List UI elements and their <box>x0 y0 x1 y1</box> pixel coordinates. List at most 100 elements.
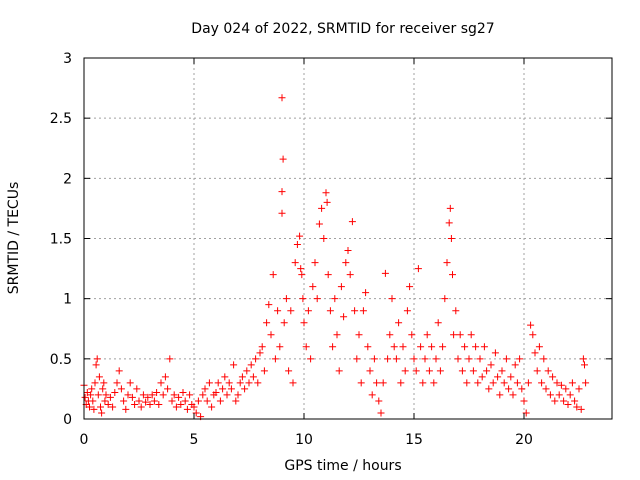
data-point <box>516 355 524 363</box>
data-point <box>544 367 552 375</box>
data-point <box>111 389 119 397</box>
y-tick-label: 1.5 <box>50 232 72 248</box>
data-point <box>199 391 207 399</box>
plot-border <box>83 57 613 420</box>
data-point <box>201 385 209 393</box>
data-point <box>425 367 433 375</box>
data-point <box>423 331 431 339</box>
data-point <box>128 393 136 401</box>
y-tick-label: 2 <box>63 171 72 187</box>
data-point <box>161 373 169 381</box>
data-point <box>364 343 372 351</box>
data-point <box>89 397 97 405</box>
data-point <box>430 379 438 387</box>
data-point <box>214 379 222 387</box>
data-point <box>203 397 211 405</box>
data-point <box>498 367 506 375</box>
data-point <box>511 361 519 369</box>
chart-title: Day 024 of 2022, SRMTID for receiver sg2… <box>191 21 494 37</box>
x-tick-label: 20 <box>515 432 533 448</box>
data-point <box>531 349 539 357</box>
data-point <box>245 379 253 387</box>
data-point <box>282 295 290 303</box>
data-point <box>577 405 585 413</box>
data-point <box>323 198 331 206</box>
data-point <box>566 391 574 399</box>
data-point <box>564 401 572 409</box>
y-axis-label: SRMTID / TECUs <box>6 182 22 295</box>
data-point <box>249 373 257 381</box>
data-point <box>166 355 174 363</box>
data-point <box>99 385 107 393</box>
data-point <box>208 403 216 411</box>
data-point <box>368 391 376 399</box>
data-point <box>104 401 112 409</box>
data-point <box>337 283 345 291</box>
data-point <box>260 367 268 375</box>
data-point <box>144 393 152 401</box>
data-point <box>381 269 389 277</box>
data-point <box>441 295 449 303</box>
data-point <box>355 331 363 339</box>
data-point <box>91 379 99 387</box>
y-tick-label: 1 <box>63 292 72 308</box>
data-point <box>489 379 497 387</box>
data-point <box>315 220 323 228</box>
y-tick-label: 3 <box>63 51 72 67</box>
data-point <box>500 379 508 387</box>
data-point <box>258 343 266 351</box>
data-point <box>529 331 537 339</box>
data-point <box>452 307 460 315</box>
data-point <box>157 379 165 387</box>
data-point <box>291 259 299 267</box>
data-point <box>302 343 310 351</box>
data-point <box>456 331 464 339</box>
data-point <box>362 289 370 297</box>
data-point <box>524 379 532 387</box>
data-point <box>102 391 110 399</box>
data-point <box>474 379 482 387</box>
data-point <box>101 397 109 405</box>
data-point <box>92 361 100 369</box>
data-point <box>216 397 224 405</box>
data-point <box>309 283 317 291</box>
data-point <box>575 385 583 393</box>
data-point <box>428 343 436 351</box>
data-point <box>142 398 150 406</box>
data-point <box>221 373 229 381</box>
data-point <box>551 397 559 405</box>
data-point <box>377 409 385 417</box>
data-point <box>279 155 287 163</box>
data-point <box>297 265 305 273</box>
data-point <box>274 307 282 315</box>
data-point <box>527 321 535 329</box>
data-point <box>446 204 454 212</box>
data-point <box>278 94 286 102</box>
data-point <box>304 307 312 315</box>
data-point <box>265 301 273 309</box>
data-point <box>87 391 95 399</box>
data-point <box>177 401 185 409</box>
data-point <box>179 389 187 397</box>
data-point <box>568 379 576 387</box>
data-point <box>322 189 330 197</box>
data-point <box>379 379 387 387</box>
data-point <box>190 403 198 411</box>
data-point <box>542 385 550 393</box>
data-point <box>417 343 425 351</box>
data-point <box>395 319 403 327</box>
data-point <box>192 409 200 417</box>
data-point <box>150 397 158 405</box>
data-point <box>120 397 128 405</box>
data-point <box>507 373 515 381</box>
data-point <box>483 367 491 375</box>
data-point <box>432 355 440 363</box>
data-point <box>348 218 356 226</box>
data-point <box>560 397 568 405</box>
data-point <box>109 403 117 411</box>
data-point <box>443 259 451 267</box>
data-point <box>320 235 328 242</box>
data-point <box>487 361 495 369</box>
data-point <box>401 367 409 375</box>
